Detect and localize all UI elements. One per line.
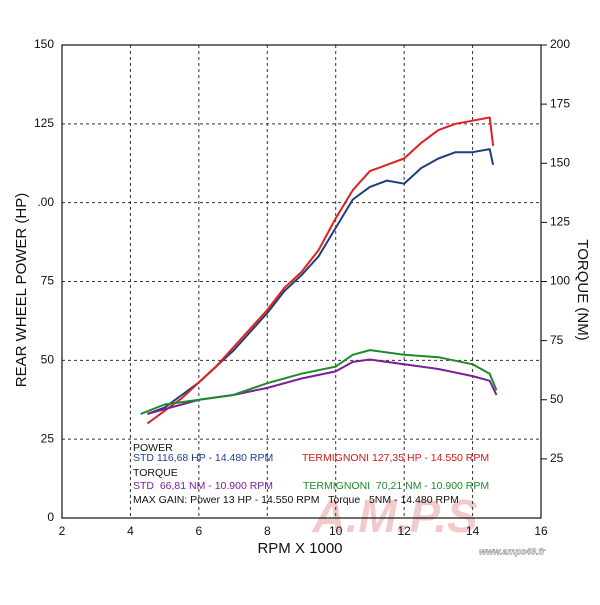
x-tick-label: 8: [264, 524, 271, 538]
x-tick-label: 16: [534, 524, 548, 538]
y-tick-label: 25: [41, 431, 55, 445]
series-line: [146, 116, 495, 425]
watermark-url: www.amps49.fr: [479, 546, 545, 556]
y-tick-label: 0: [47, 510, 54, 524]
annotation: TERMIGNONI 127,35 HP - 14.550 RPM: [302, 452, 489, 464]
y-tick-label: 125: [34, 116, 54, 130]
y2-tick-label: 25: [550, 451, 564, 465]
x-tick-label: 10: [329, 524, 343, 538]
y2-tick-label: 75: [550, 333, 564, 347]
watermark: A.M.P.S: [311, 490, 478, 542]
y-axis-label: REAR WHEEL POWER (HP): [13, 193, 30, 387]
y2-tick-label: 175: [550, 96, 570, 110]
annotation: STD 66,81 NM - 10.900 RPM: [133, 480, 273, 492]
y2-tick-label: 100: [550, 274, 570, 288]
x-tick-label: 14: [466, 524, 480, 538]
plot-border: [61, 44, 542, 519]
annotation: MAX GAIN: Power 13 HP - 14.550 RPM Torqu…: [133, 494, 459, 506]
y2-axis-label: TORQUE (NM): [574, 239, 591, 340]
y-tick-label: 150: [34, 37, 54, 51]
annotation: TERMIGNONI 70,21 NM - 10.900 RPM: [303, 480, 489, 492]
y2-tick-label: 50: [550, 392, 564, 406]
y2-tick-label: 150: [550, 155, 570, 169]
y-tick-label: 50: [41, 353, 55, 367]
annotation: POWER: [133, 442, 173, 454]
x-tick-label: 2: [59, 524, 66, 538]
y-tick-label: 75: [41, 274, 55, 288]
x-tick-label: 4: [127, 524, 134, 538]
series-line: [140, 349, 498, 415]
annotation: STD 116,68 HP - 14.480 RPM: [133, 452, 273, 464]
x-axis-label: RPM X 1000: [257, 540, 342, 557]
y-tick-label: .00: [37, 195, 54, 209]
y2-tick-label: 200: [550, 37, 570, 51]
x-tick-label: 6: [196, 524, 203, 538]
annotation: TORQUE: [133, 467, 178, 479]
series-line: [147, 358, 498, 415]
x-tick-label: 12: [397, 524, 411, 538]
y2-tick-label: 125: [550, 215, 570, 229]
